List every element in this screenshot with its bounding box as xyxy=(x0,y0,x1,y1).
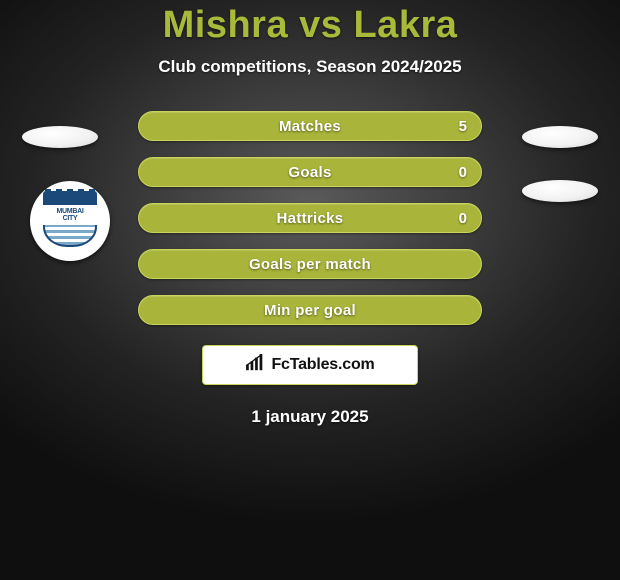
stat-row-hattricks: Hattricks 0 xyxy=(138,203,482,233)
club-crest-text: MUMBAICITY xyxy=(57,208,84,222)
stat-label: Hattricks xyxy=(277,210,344,227)
stat-label: Min per goal xyxy=(264,302,356,319)
stat-row-goals-per-match: Goals per match xyxy=(138,249,482,279)
stat-value-right: 5 xyxy=(459,118,467,135)
left-club-logo: MUMBAICITY xyxy=(30,181,110,261)
left-flag-placeholder xyxy=(22,126,98,148)
right-flag-placeholder xyxy=(522,126,598,148)
brand-text: FcTables.com xyxy=(271,356,374,374)
club-crest-icon: MUMBAICITY xyxy=(43,191,97,251)
date-text: 1 january 2025 xyxy=(0,407,620,427)
stat-value-right: 0 xyxy=(459,210,467,227)
stat-label: Matches xyxy=(279,118,341,135)
stat-row-goals: Goals 0 xyxy=(138,157,482,187)
right-club-placeholder xyxy=(522,180,598,202)
page-title: Mishra vs Lakra xyxy=(0,4,620,47)
brand-badge[interactable]: FcTables.com xyxy=(202,345,418,385)
stat-row-matches: Matches 5 xyxy=(138,111,482,141)
stat-label: Goals per match xyxy=(249,256,371,273)
card-content: Mishra vs Lakra Club competitions, Seaso… xyxy=(0,0,620,580)
stat-value-right: 0 xyxy=(459,164,467,181)
stat-row-min-per-goal: Min per goal xyxy=(138,295,482,325)
barchart-icon xyxy=(245,354,267,377)
stat-label: Goals xyxy=(288,164,331,181)
subtitle: Club competitions, Season 2024/2025 xyxy=(0,57,620,77)
